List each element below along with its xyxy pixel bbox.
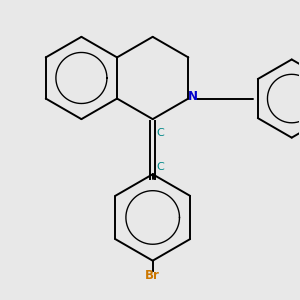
Text: Br: Br <box>145 269 160 282</box>
Text: N: N <box>188 90 198 103</box>
Text: C: C <box>156 128 164 138</box>
Text: C: C <box>156 162 164 172</box>
